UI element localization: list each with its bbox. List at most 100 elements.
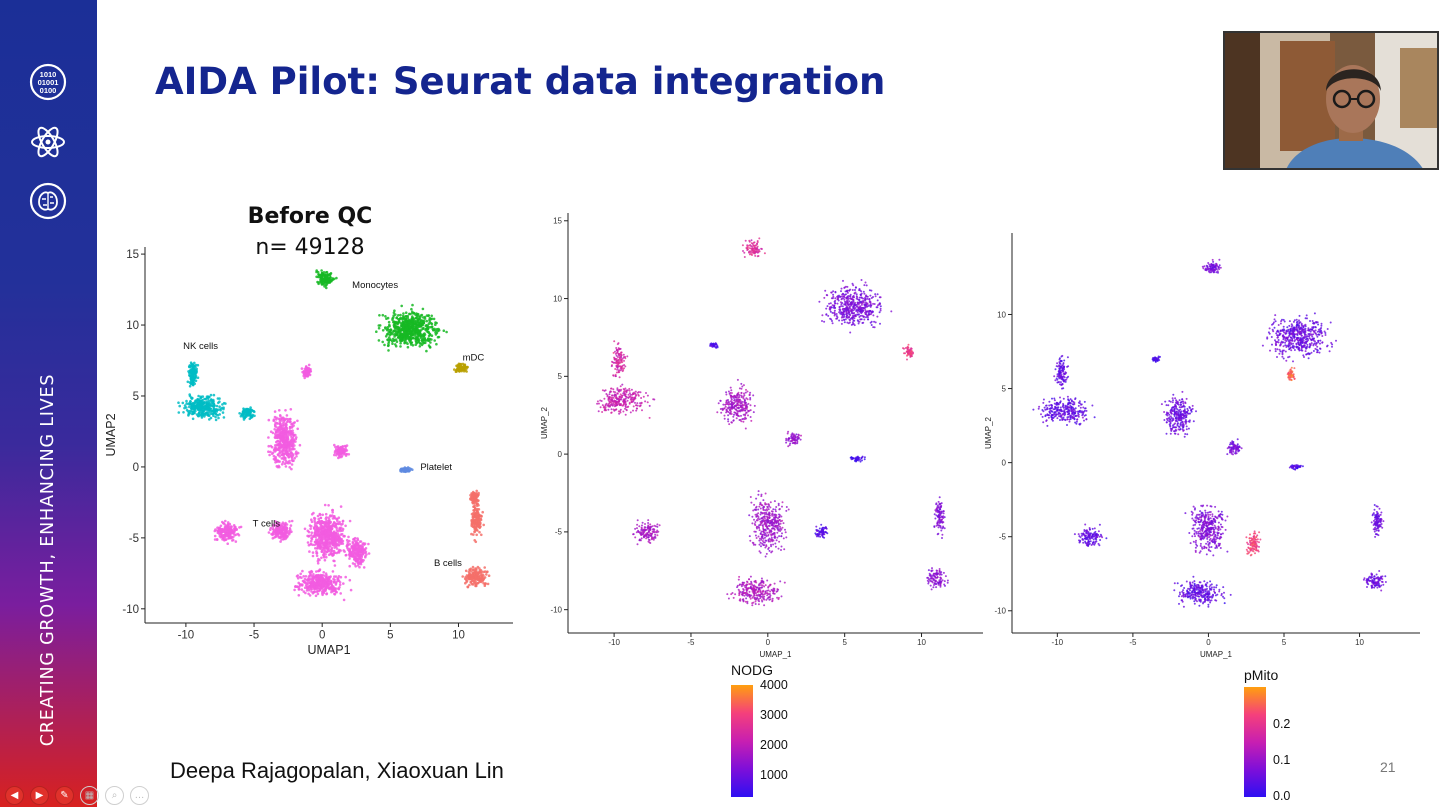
y-tick-label: 10 [553, 294, 562, 303]
data-point [765, 552, 768, 555]
data-point [338, 586, 341, 589]
data-point [316, 559, 320, 563]
data-point [290, 423, 293, 426]
data-point [755, 594, 758, 597]
data-point [764, 502, 767, 505]
data-point [472, 505, 476, 509]
data-point [727, 390, 730, 393]
data-point [729, 412, 731, 415]
data-point [335, 547, 339, 550]
data-point [751, 515, 754, 518]
data-point [735, 417, 738, 420]
data-point [608, 405, 611, 408]
data-point [322, 554, 326, 558]
data-point [344, 454, 348, 457]
data-point [732, 596, 735, 599]
data-point [294, 437, 298, 441]
data-point [395, 329, 399, 332]
data-point [291, 441, 295, 444]
data-point [190, 405, 194, 408]
data-point [631, 393, 634, 396]
data-point [348, 519, 352, 523]
data-point [280, 450, 284, 454]
data-point [278, 455, 281, 458]
data-point [772, 508, 775, 511]
data-point [761, 584, 764, 587]
data-point [613, 340, 616, 343]
data-point [287, 449, 291, 453]
data-point [425, 349, 428, 353]
data-point [226, 521, 230, 524]
data-point [479, 522, 482, 525]
data-point [744, 427, 747, 430]
data-point [764, 529, 767, 532]
data-point [760, 586, 763, 589]
data-point [614, 404, 617, 407]
data-point [327, 278, 331, 281]
data-point [760, 493, 763, 496]
data-point [272, 454, 276, 458]
data-point [310, 513, 314, 516]
data-point [283, 462, 287, 465]
data-point [305, 375, 309, 378]
data-point [345, 538, 349, 542]
data-point [377, 339, 381, 342]
data-point [646, 394, 649, 397]
data-point [391, 342, 394, 345]
data-point [774, 508, 777, 511]
data-point [207, 399, 210, 402]
data-point [774, 516, 777, 519]
y-tick-label: 10 [126, 320, 139, 332]
data-point [331, 587, 334, 590]
data-point [338, 536, 341, 539]
data-point [318, 526, 321, 530]
data-point [476, 515, 479, 518]
data-point [726, 401, 729, 404]
data-point [331, 511, 334, 514]
presenter-video[interactable] [1223, 31, 1439, 170]
y-tick-label: 15 [553, 217, 562, 226]
data-point [430, 338, 433, 341]
data-point [418, 317, 422, 321]
data-point [267, 450, 270, 453]
data-point [781, 532, 783, 535]
data-point [407, 334, 410, 338]
data-point [354, 541, 358, 545]
data-point [404, 468, 407, 472]
data-point [617, 369, 620, 372]
data-point [614, 368, 617, 370]
data-point [194, 371, 198, 375]
data-point [777, 598, 780, 601]
data-point [286, 436, 289, 439]
data-point [220, 528, 223, 531]
data-point [178, 404, 181, 408]
data-point [324, 512, 328, 516]
data-point [271, 525, 275, 528]
data-point [230, 525, 233, 528]
data-point [308, 594, 312, 597]
data-point [310, 569, 313, 573]
data-point [186, 380, 190, 384]
data-point [342, 452, 346, 456]
cluster-label: Platelet [420, 462, 452, 473]
data-point [739, 410, 742, 413]
data-point [384, 315, 387, 318]
data-point [619, 410, 621, 413]
data-point [730, 398, 733, 401]
data-point [395, 340, 399, 343]
x-tick-label: 10 [452, 630, 465, 642]
data-point [478, 567, 481, 570]
data-point [283, 419, 287, 422]
data-point [407, 469, 410, 473]
data-point [596, 402, 599, 405]
data-point [292, 459, 295, 462]
data-point [384, 327, 387, 330]
data-point [723, 407, 726, 410]
data-point [745, 408, 748, 410]
data-point [730, 593, 733, 596]
data-point [614, 350, 616, 353]
data-point [273, 410, 277, 413]
data-point [721, 409, 724, 411]
data-point [411, 322, 415, 326]
data-point [234, 540, 238, 543]
